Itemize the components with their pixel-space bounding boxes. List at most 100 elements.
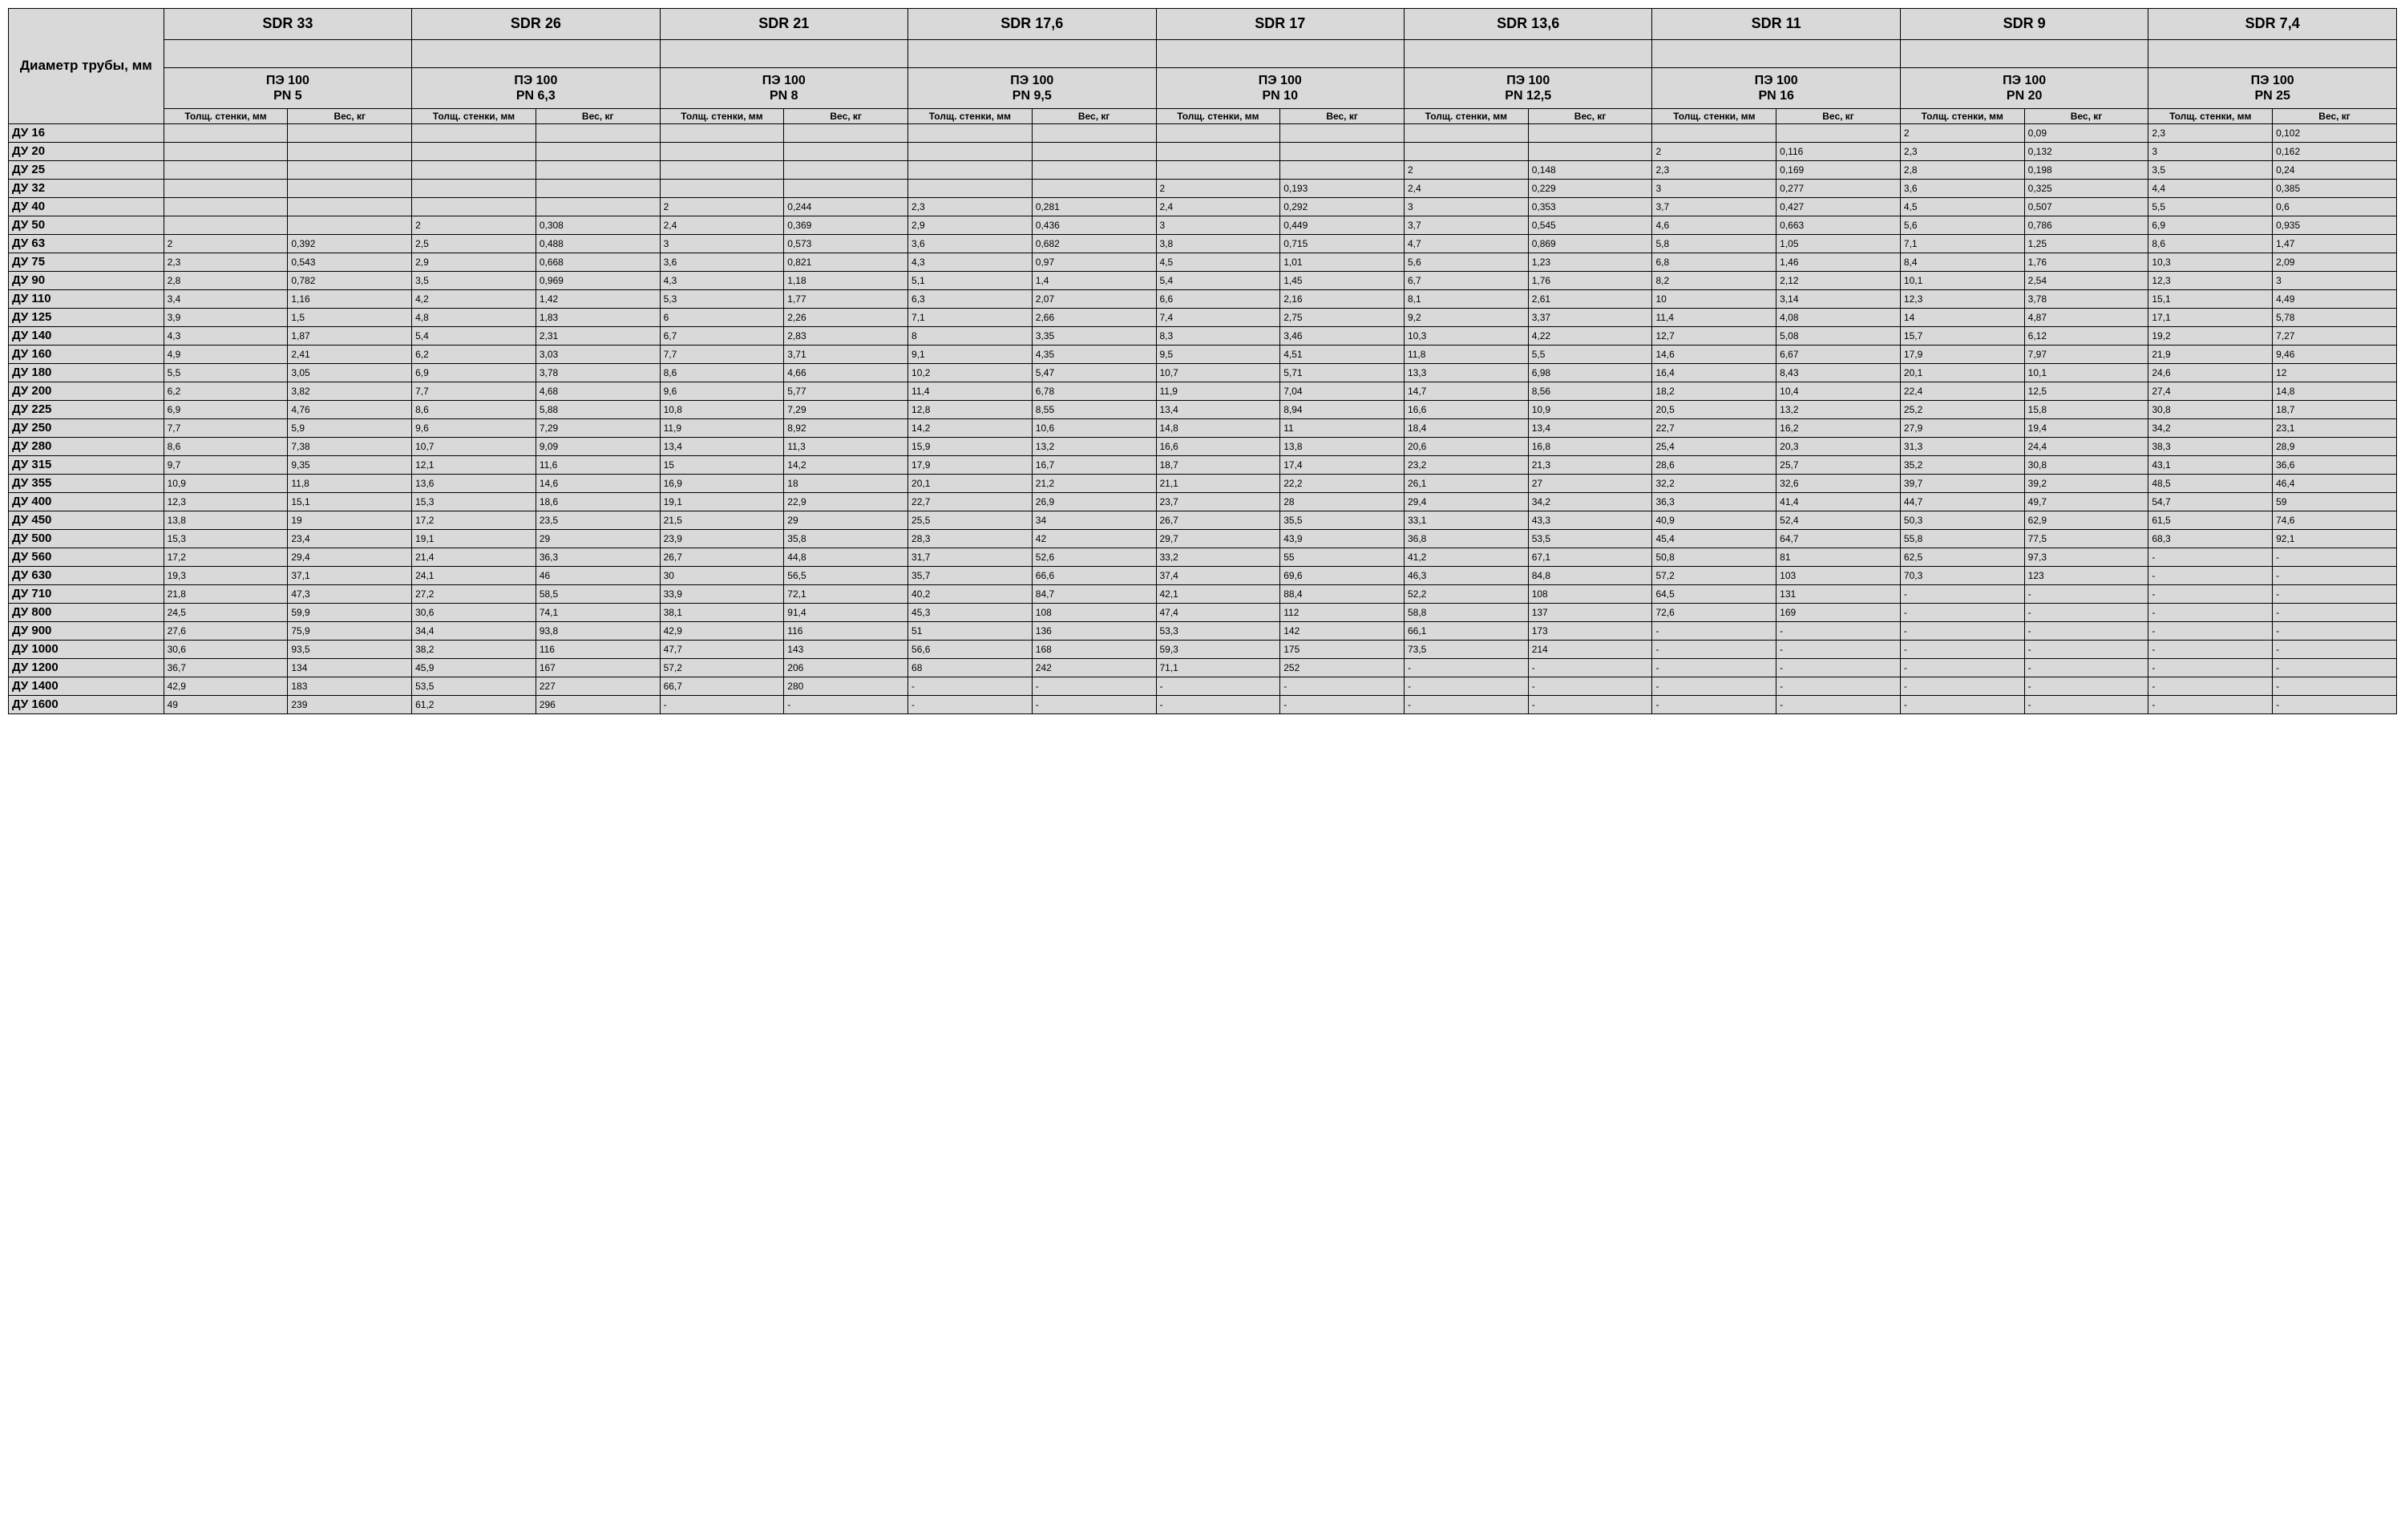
data-cell: 19,1 <box>412 530 536 548</box>
data-cell: 33,9 <box>660 585 784 604</box>
data-cell: 8,4 <box>1900 253 2024 272</box>
data-cell: 8,55 <box>1032 401 1156 419</box>
data-cell: 17,9 <box>1900 346 2024 364</box>
data-cell: 1,05 <box>1776 235 1901 253</box>
data-cell: 58,5 <box>536 585 660 604</box>
data-cell <box>1280 143 1405 161</box>
data-cell: 5,1 <box>908 272 1033 290</box>
data-cell: 3,5 <box>2148 161 2273 180</box>
data-cell: 72,1 <box>784 585 908 604</box>
data-cell: 46 <box>536 567 660 585</box>
data-cell: 66,6 <box>1032 567 1156 585</box>
data-cell: 32,6 <box>1776 475 1901 493</box>
data-cell: 20,3 <box>1776 438 1901 456</box>
data-cell: 57,2 <box>1652 567 1776 585</box>
data-cell: 45,3 <box>908 604 1033 622</box>
data-cell: 1,23 <box>1528 253 1652 272</box>
data-cell <box>412 124 536 143</box>
data-cell: 4,22 <box>1528 327 1652 346</box>
data-cell: 10,9 <box>1528 401 1652 419</box>
data-cell: 33,1 <box>1404 511 1528 530</box>
data-cell: 2,61 <box>1528 290 1652 309</box>
data-cell: 2,5 <box>412 235 536 253</box>
data-cell: 42,1 <box>1156 585 1280 604</box>
data-cell: 29,4 <box>288 548 412 567</box>
data-cell: 4,9 <box>164 346 288 364</box>
data-cell: 3 <box>1404 198 1528 216</box>
data-cell: 27 <box>1528 475 1652 493</box>
data-cell: 0,132 <box>2024 143 2148 161</box>
data-cell: 134 <box>288 659 412 677</box>
data-cell: - <box>2273 567 2397 585</box>
data-cell <box>288 161 412 180</box>
data-cell: 8,1 <box>1404 290 1528 309</box>
data-cell: 0,573 <box>784 235 908 253</box>
data-cell: 53,5 <box>412 677 536 696</box>
row-label: ДУ 1400 <box>9 677 164 696</box>
data-cell: 43,9 <box>1280 530 1405 548</box>
data-cell: - <box>1528 659 1652 677</box>
data-cell: 35,5 <box>1280 511 1405 530</box>
data-cell <box>1652 124 1776 143</box>
diameter-header: Диаметр трубы, мм <box>9 9 164 124</box>
table-row: ДУ 56017,229,421,436,326,744,831,752,633… <box>9 548 2397 567</box>
data-cell: 3,78 <box>536 364 660 382</box>
data-cell: 6,98 <box>1528 364 1652 382</box>
data-cell: 28 <box>1280 493 1405 511</box>
spacer-7 <box>1900 39 2148 67</box>
data-cell: 108 <box>1032 604 1156 622</box>
data-cell: 38,1 <box>660 604 784 622</box>
data-cell: - <box>1156 696 1280 714</box>
data-cell: 28,9 <box>2273 438 2397 456</box>
data-cell: 14,6 <box>536 475 660 493</box>
data-cell: 56,5 <box>784 567 908 585</box>
data-cell: 4,68 <box>536 382 660 401</box>
data-cell: 25,4 <box>1652 438 1776 456</box>
data-cell: 26,7 <box>1156 511 1280 530</box>
data-cell: - <box>2148 548 2273 567</box>
data-cell: 53,5 <box>1528 530 1652 548</box>
data-cell: - <box>1776 677 1901 696</box>
data-cell: 27,2 <box>412 585 536 604</box>
row-label: ДУ 63 <box>9 235 164 253</box>
data-cell: 52,4 <box>1776 511 1901 530</box>
data-cell: - <box>1652 696 1776 714</box>
data-cell: 15,1 <box>2148 290 2273 309</box>
data-cell: 55 <box>1280 548 1405 567</box>
data-cell: - <box>1900 677 2024 696</box>
data-cell: 29 <box>536 530 660 548</box>
data-cell: 66,1 <box>1404 622 1528 641</box>
spacer-5 <box>1404 39 1651 67</box>
data-cell: 21,5 <box>660 511 784 530</box>
data-cell: 6,9 <box>412 364 536 382</box>
data-cell: 0,488 <box>536 235 660 253</box>
row-label: ДУ 630 <box>9 567 164 585</box>
data-cell: 0,162 <box>2273 143 2397 161</box>
data-cell: 2,16 <box>1280 290 1405 309</box>
data-cell: 22,7 <box>908 493 1033 511</box>
sdr-header-7: SDR 9 <box>1900 9 2148 40</box>
row-label: ДУ 20 <box>9 143 164 161</box>
data-cell: 2,07 <box>1032 290 1156 309</box>
sub-header-2-1: Вес, кг <box>784 108 908 123</box>
data-cell: 18 <box>784 475 908 493</box>
data-cell: 58,8 <box>1404 604 1528 622</box>
data-cell: 214 <box>1528 641 1652 659</box>
spacer-4 <box>1156 39 1404 67</box>
data-cell: 296 <box>536 696 660 714</box>
sdr-header-5: SDR 13,6 <box>1404 9 1651 40</box>
data-cell: 59,3 <box>1156 641 1280 659</box>
data-cell: 173 <box>1528 622 1652 641</box>
data-cell: 2 <box>1156 180 1280 198</box>
data-cell: 10 <box>1652 290 1776 309</box>
data-cell: 13,6 <box>412 475 536 493</box>
table-row: ДУ 2507,75,99,67,2911,98,9214,210,614,81… <box>9 419 2397 438</box>
data-cell: 46,3 <box>1404 567 1528 585</box>
data-cell: - <box>1900 604 2024 622</box>
data-cell: 5,5 <box>164 364 288 382</box>
row-label: ДУ 225 <box>9 401 164 419</box>
data-cell: 40,2 <box>908 585 1033 604</box>
sdr-header-3: SDR 17,6 <box>908 9 1156 40</box>
data-cell: 0,969 <box>536 272 660 290</box>
data-cell <box>1528 124 1652 143</box>
